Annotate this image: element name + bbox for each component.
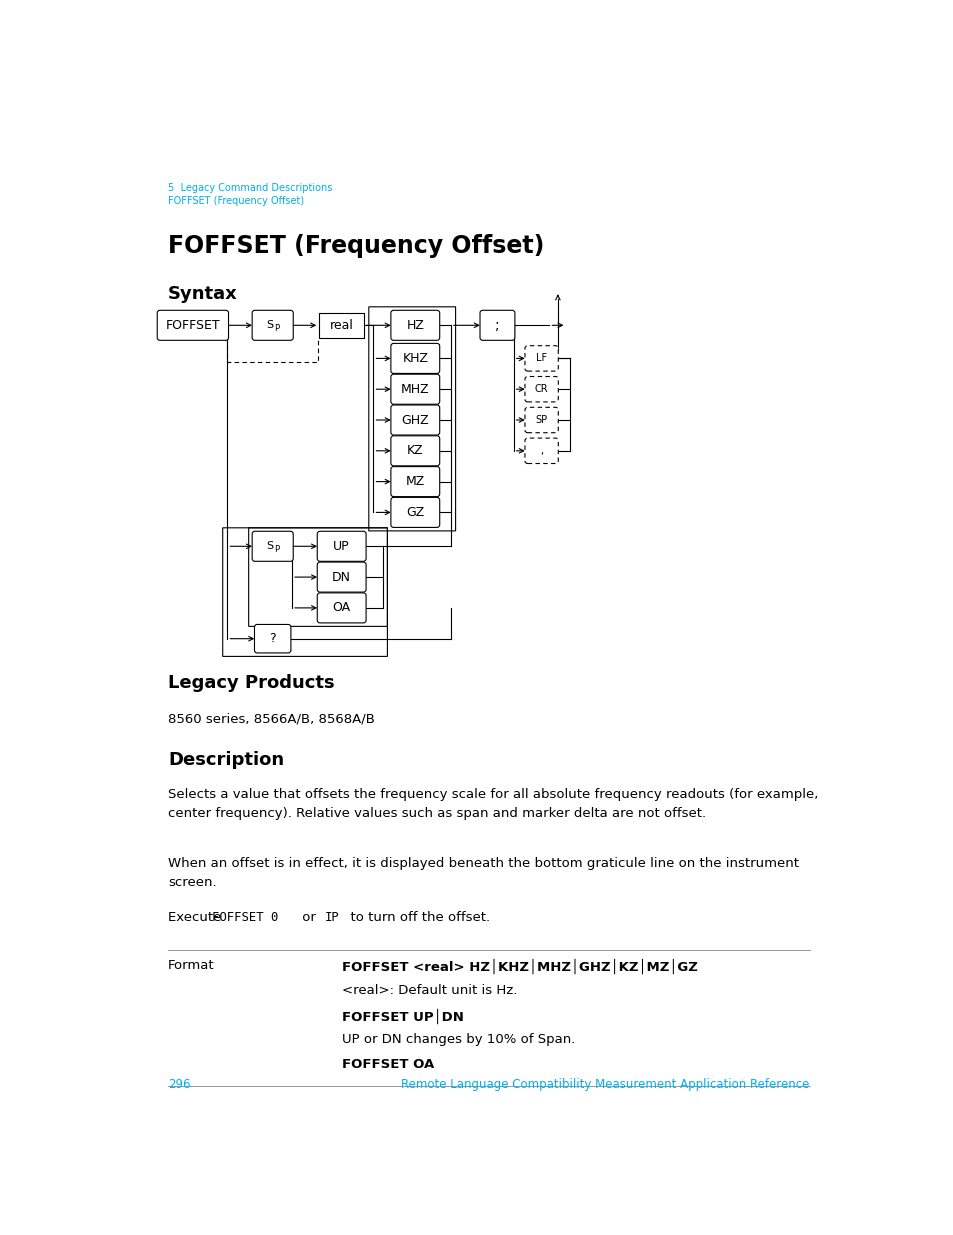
FancyBboxPatch shape	[252, 310, 293, 341]
Text: UP or DN changes by 10% of Span.: UP or DN changes by 10% of Span.	[342, 1032, 576, 1046]
FancyBboxPatch shape	[391, 498, 439, 527]
FancyBboxPatch shape	[254, 625, 291, 653]
Text: real: real	[330, 319, 354, 332]
Text: 5  Legacy Command Descriptions: 5 Legacy Command Descriptions	[168, 183, 332, 193]
Text: GHZ: GHZ	[401, 414, 429, 426]
Text: 8560 series, 8566A/B, 8568A/B: 8560 series, 8566A/B, 8568A/B	[168, 713, 375, 726]
Text: Description: Description	[168, 751, 284, 769]
FancyBboxPatch shape	[391, 374, 439, 404]
Text: Selects a value that offsets the frequency scale for all absolute frequency read: Selects a value that offsets the frequen…	[168, 788, 818, 820]
Text: or: or	[298, 911, 320, 924]
Text: Syntax: Syntax	[168, 285, 237, 304]
Text: SP: SP	[535, 415, 547, 425]
Text: S: S	[266, 541, 273, 551]
Text: KHZ: KHZ	[402, 352, 428, 364]
FancyBboxPatch shape	[391, 405, 439, 435]
FancyBboxPatch shape	[157, 310, 229, 341]
Text: OA: OA	[333, 601, 351, 614]
FancyBboxPatch shape	[479, 310, 515, 341]
Text: CR: CR	[535, 384, 548, 394]
FancyBboxPatch shape	[317, 593, 366, 622]
Text: HZ: HZ	[406, 319, 424, 332]
Text: ,: ,	[539, 446, 542, 456]
FancyBboxPatch shape	[391, 467, 439, 496]
Text: When an offset is in effect, it is displayed beneath the bottom graticule line o: When an offset is in effect, it is displ…	[168, 857, 799, 889]
Text: MHZ: MHZ	[400, 383, 429, 395]
FancyBboxPatch shape	[391, 436, 439, 466]
Text: FOFFSET (Frequency Offset): FOFFSET (Frequency Offset)	[168, 235, 544, 258]
FancyBboxPatch shape	[391, 343, 439, 373]
Text: KZ: KZ	[407, 445, 423, 457]
Text: FOFFSET (Frequency Offset): FOFFSET (Frequency Offset)	[168, 196, 304, 206]
Text: LF: LF	[536, 353, 547, 363]
Bar	[319, 312, 364, 337]
Text: FOFFSET 0: FOFFSET 0	[212, 911, 278, 924]
FancyBboxPatch shape	[391, 310, 439, 341]
Text: FOFFSET UP│DN: FOFFSET UP│DN	[342, 1008, 464, 1024]
Text: Format: Format	[168, 960, 214, 972]
Text: UP: UP	[333, 540, 350, 553]
Text: ;: ;	[495, 319, 499, 332]
Text: S: S	[266, 320, 273, 330]
FancyBboxPatch shape	[524, 438, 558, 463]
Text: MZ: MZ	[405, 475, 424, 488]
Text: FOFFSET OA: FOFFSET OA	[342, 1057, 435, 1071]
Text: DN: DN	[332, 571, 351, 584]
Text: GZ: GZ	[406, 506, 424, 519]
Text: FOFFSET <real> HZ│KHZ│MHZ│GHZ│KZ│MZ│GZ: FOFFSET <real> HZ│KHZ│MHZ│GHZ│KZ│MZ│GZ	[342, 960, 698, 974]
Text: to turn off the offset.: to turn off the offset.	[342, 911, 490, 924]
Text: Execute: Execute	[168, 911, 226, 924]
Text: 296: 296	[168, 1078, 191, 1091]
FancyBboxPatch shape	[524, 377, 558, 401]
Text: P: P	[274, 324, 279, 333]
Text: Legacy Products: Legacy Products	[168, 674, 335, 692]
Text: Remote Language Compatibility Measurement Application Reference: Remote Language Compatibility Measuremen…	[401, 1078, 809, 1091]
FancyBboxPatch shape	[252, 531, 293, 561]
Text: FOFFSET: FOFFSET	[166, 319, 220, 332]
FancyBboxPatch shape	[524, 346, 558, 370]
FancyBboxPatch shape	[317, 531, 366, 561]
FancyBboxPatch shape	[524, 408, 558, 432]
Text: P: P	[274, 545, 279, 553]
FancyBboxPatch shape	[317, 562, 366, 592]
Text: ?: ?	[269, 632, 275, 645]
Text: IP: IP	[324, 911, 339, 924]
Text: <real>: Default unit is Hz.: <real>: Default unit is Hz.	[342, 983, 517, 997]
